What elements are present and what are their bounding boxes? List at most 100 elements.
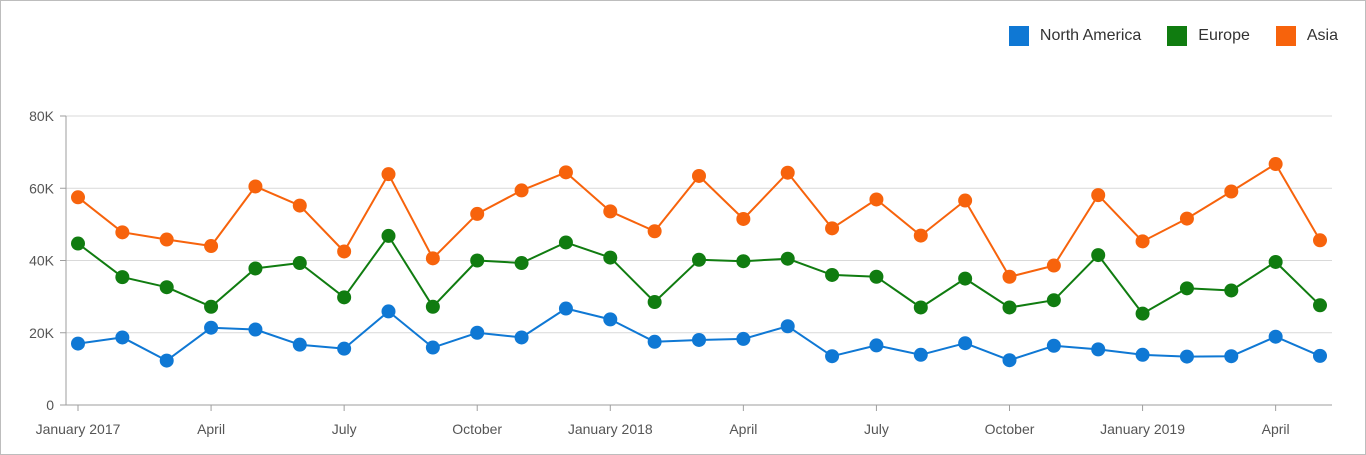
data-point-north-america-24 [1135, 347, 1150, 362]
data-point-north-america-8 [425, 340, 440, 355]
data-point-europe-7 [381, 228, 396, 243]
y-tick-label-1: 20K [29, 325, 55, 341]
data-point-europe-17 [825, 267, 840, 282]
series-line-europe [77, 234, 1321, 315]
data-point-europe-0 [71, 236, 85, 251]
data-point-asia-0 [71, 190, 85, 205]
data-point-europe-2 [159, 280, 174, 295]
x-tick-label-4: January 2018 [568, 421, 653, 437]
legend-swatch-asia [1275, 26, 1296, 46]
data-point-asia-11 [558, 165, 573, 180]
data-point-asia-19 [913, 228, 928, 243]
data-point-north-america-7 [381, 304, 396, 319]
data-point-north-america-28 [1313, 348, 1327, 363]
data-point-asia-22 [1046, 258, 1061, 273]
data-point-asia-15 [736, 211, 751, 226]
data-point-europe-21 [1002, 300, 1017, 315]
legend-item-europe[interactable]: Europe [1167, 26, 1250, 46]
legend-swatch-europe [1167, 26, 1188, 46]
data-point-asia-5 [292, 198, 307, 213]
data-point-north-america-12 [603, 312, 618, 327]
data-point-north-america-25 [1179, 349, 1194, 364]
data-point-north-america-17 [825, 349, 840, 364]
data-point-asia-26 [1224, 184, 1239, 199]
data-point-europe-9 [470, 253, 485, 268]
data-point-north-america-1 [115, 330, 130, 345]
legend-label-asia: Asia [1306, 27, 1338, 44]
data-point-asia-16 [780, 165, 795, 180]
data-point-asia-13 [647, 224, 662, 239]
data-point-north-america-5 [292, 337, 307, 352]
data-point-north-america-22 [1046, 338, 1061, 353]
x-tick-label-2: July [332, 421, 357, 437]
data-point-europe-16 [780, 251, 795, 266]
data-point-north-america-3 [204, 320, 219, 335]
data-point-europe-1 [115, 270, 130, 285]
data-point-asia-7 [381, 167, 396, 182]
data-point-north-america-9 [470, 325, 485, 340]
data-point-europe-10 [514, 256, 529, 271]
data-point-north-america-4 [248, 322, 263, 337]
y-tick-label-2: 40K [29, 253, 55, 269]
data-point-asia-27 [1268, 157, 1283, 172]
data-point-asia-4 [248, 179, 263, 194]
data-point-europe-18 [869, 269, 884, 284]
data-point-europe-6 [337, 290, 352, 305]
data-point-europe-25 [1179, 281, 1194, 296]
data-point-asia-23 [1091, 188, 1106, 203]
data-point-north-america-14 [692, 332, 706, 347]
data-point-asia-14 [692, 168, 706, 183]
data-point-europe-23 [1091, 248, 1106, 263]
data-point-asia-1 [115, 225, 130, 240]
data-point-europe-13 [647, 295, 662, 310]
data-point-asia-10 [514, 183, 529, 198]
data-point-north-america-6 [337, 341, 352, 356]
data-point-asia-3 [204, 239, 219, 254]
data-point-asia-28 [1313, 233, 1327, 248]
data-point-europe-8 [425, 299, 440, 314]
data-point-north-america-26 [1224, 349, 1239, 364]
data-point-asia-17 [825, 221, 840, 236]
legend: North America Europe Asia [983, 26, 1338, 46]
data-point-europe-4 [248, 261, 263, 276]
x-tick-label-5: April [729, 421, 757, 437]
x-tick-label-1: April [197, 421, 225, 437]
data-point-north-america-21 [1002, 353, 1017, 368]
data-point-north-america-0 [71, 336, 85, 351]
data-point-europe-15 [736, 254, 751, 269]
data-point-north-america-13 [647, 334, 662, 349]
y-tick-label-3: 60K [29, 180, 55, 196]
data-point-europe-28 [1313, 298, 1327, 313]
data-point-europe-19 [913, 300, 928, 315]
data-point-asia-9 [470, 206, 485, 221]
data-point-asia-12 [603, 204, 618, 219]
data-point-north-america-2 [159, 353, 174, 368]
data-point-asia-6 [337, 244, 352, 259]
legend-swatch-north-america [1008, 26, 1029, 46]
x-tick-label-8: January 2019 [1100, 421, 1185, 437]
legend-label-north-america: North America [1039, 27, 1142, 44]
data-point-europe-22 [1046, 293, 1061, 308]
data-point-north-america-23 [1091, 342, 1106, 357]
data-point-asia-8 [425, 251, 440, 266]
y-tick-label-0: 0 [46, 397, 54, 413]
data-point-north-america-18 [869, 338, 884, 353]
data-point-north-america-20 [958, 336, 973, 351]
legend-item-north-america[interactable]: North America [1008, 26, 1142, 46]
x-tick-label-6: July [864, 421, 889, 437]
data-point-europe-20 [958, 271, 973, 286]
data-point-europe-27 [1268, 254, 1283, 269]
data-point-north-america-19 [913, 347, 928, 362]
y-tick-label-4: 80K [29, 108, 55, 124]
data-point-europe-3 [204, 299, 219, 314]
x-tick-label-9: April [1262, 421, 1290, 437]
data-point-north-america-27 [1268, 329, 1283, 344]
data-point-europe-5 [292, 256, 307, 271]
x-tick-label-7: October [985, 421, 1035, 437]
data-point-north-america-10 [514, 330, 529, 345]
data-point-north-america-11 [558, 301, 573, 316]
data-point-asia-21 [1002, 269, 1017, 284]
data-point-europe-26 [1224, 283, 1239, 298]
legend-item-asia[interactable]: Asia [1275, 26, 1338, 46]
